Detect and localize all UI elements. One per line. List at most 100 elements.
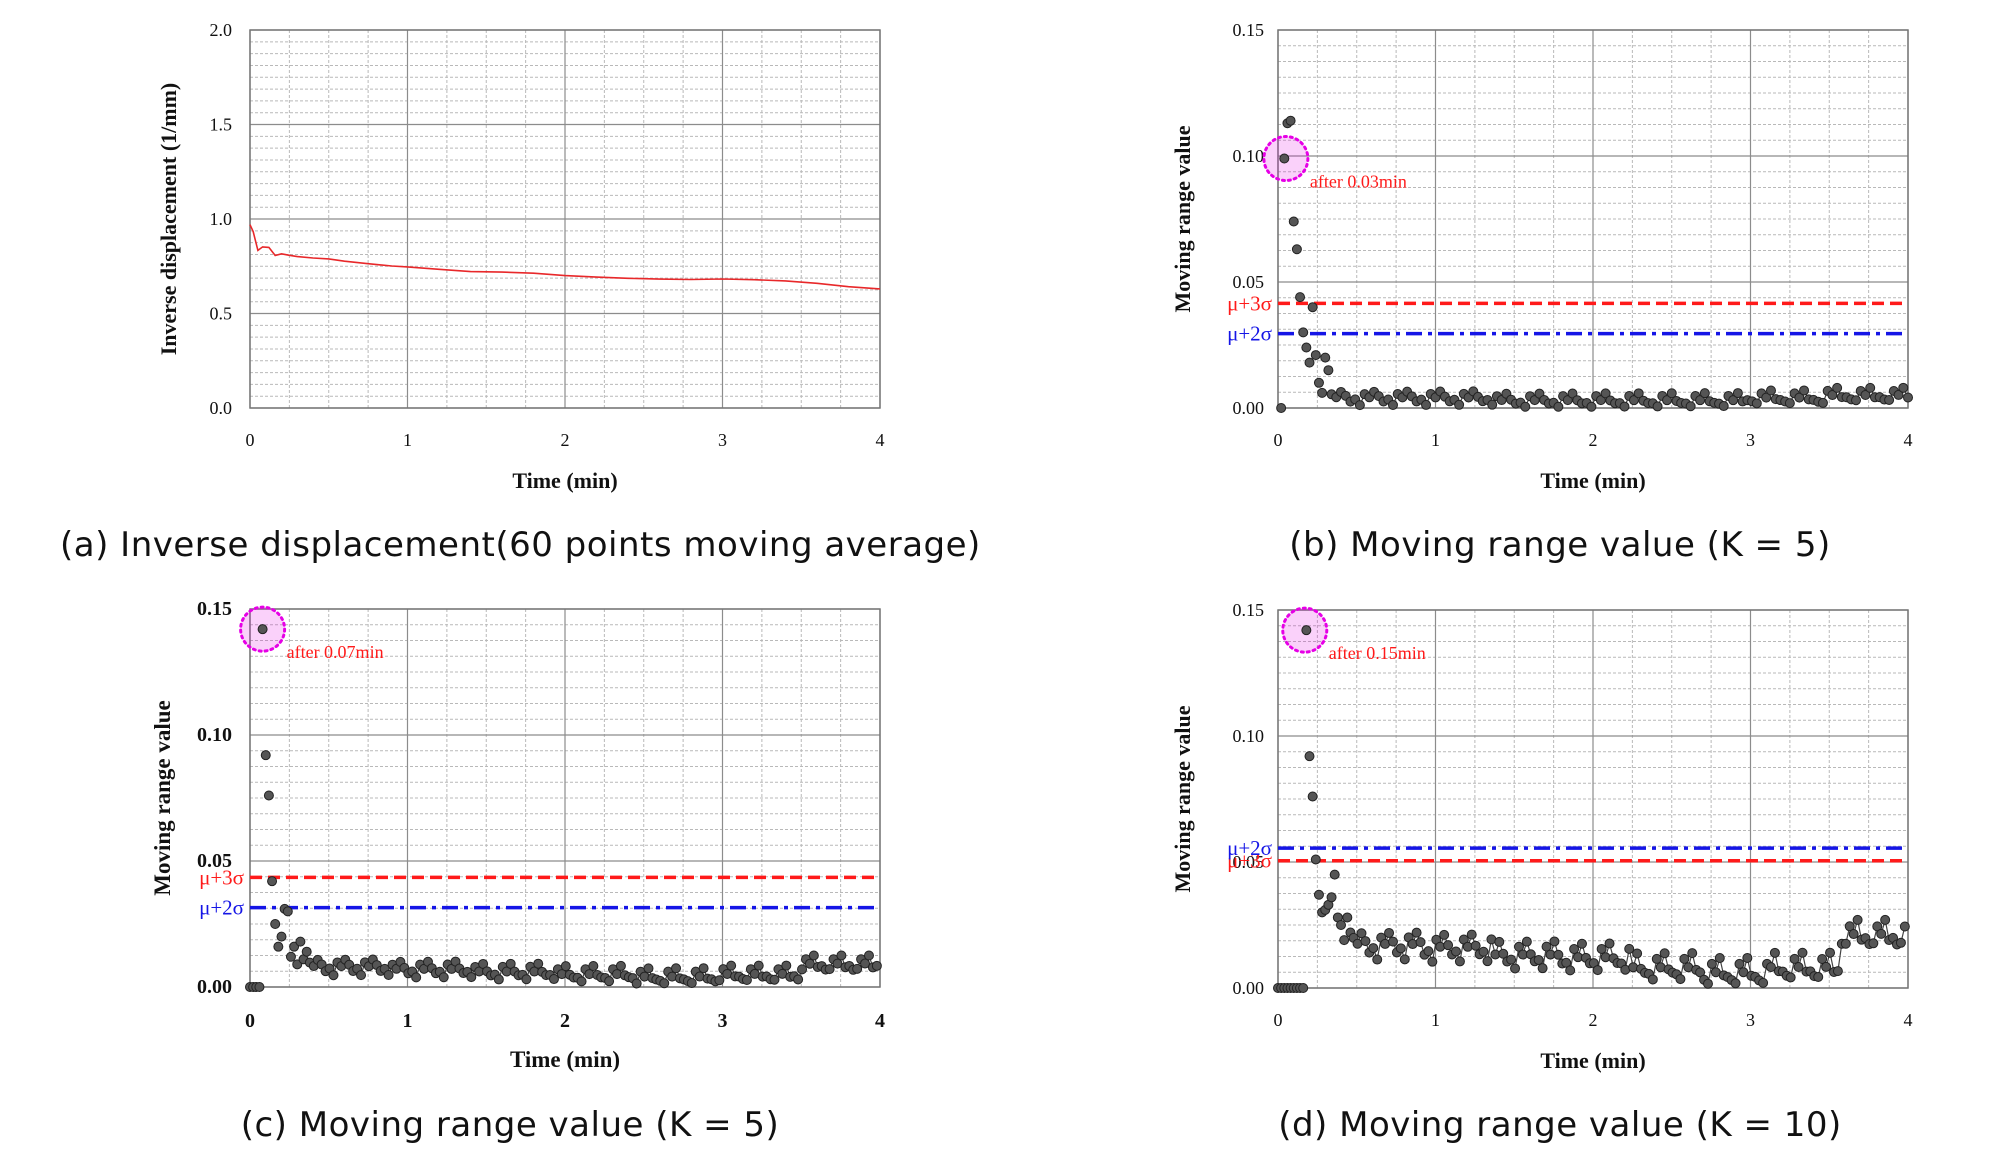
caption-b: (b) Moving range value (K = 5) <box>1289 525 1831 565</box>
data-point <box>671 963 682 974</box>
y-tick-label: 0.5 <box>210 304 233 324</box>
x-tick-label: 0 <box>1274 430 1283 450</box>
data-point <box>273 941 284 952</box>
data-point <box>1758 977 1769 988</box>
data-point <box>1323 365 1334 376</box>
caption-d: (d) Moving range value (K = 10) <box>1278 1105 1842 1145</box>
data-point <box>1821 961 1832 972</box>
data-point <box>1549 936 1560 947</box>
data-point <box>1454 399 1465 410</box>
chart-panel-c: 0.00 0.05 0.10 0.15 0 1 2 3 4 Time (min) Moving ra… <box>0 580 1004 1110</box>
y-tick-label: 0.00 <box>197 976 232 998</box>
data-point <box>698 963 709 974</box>
data-point <box>533 958 544 969</box>
data-point <box>1765 962 1776 973</box>
data-point <box>1466 929 1477 940</box>
data-point <box>631 978 642 989</box>
data-point <box>1513 941 1524 952</box>
data-point <box>1301 342 1312 353</box>
data-point <box>1336 920 1346 930</box>
data-point <box>257 624 268 635</box>
data-point <box>1565 965 1576 976</box>
chart-c-svg: 0.00 0.05 0.10 0.15 0 1 2 3 4 Time (min) Moving ra… <box>150 598 885 1072</box>
data-point <box>521 974 532 985</box>
data-point <box>1326 892 1337 903</box>
data-point <box>1730 978 1741 989</box>
data-point <box>1706 958 1717 969</box>
data-point <box>1685 401 1696 412</box>
ucl-3sigma-label: μ+3σ <box>1227 849 1272 873</box>
data-point <box>863 950 874 961</box>
data-point <box>1813 971 1824 982</box>
data-point <box>1454 956 1465 967</box>
data-point <box>1520 401 1531 412</box>
data-point <box>1561 957 1572 968</box>
plot-area-border <box>249 29 881 409</box>
data-point <box>1356 928 1367 939</box>
data-point <box>505 958 516 969</box>
data-point <box>1372 954 1383 965</box>
data-point <box>1592 965 1603 976</box>
data-point <box>1817 397 1828 408</box>
data-point <box>1793 962 1804 973</box>
data-point <box>1633 388 1644 399</box>
data-point <box>1827 390 1838 401</box>
data-point <box>1784 398 1795 409</box>
data-point <box>1439 929 1450 940</box>
data-point <box>793 974 804 985</box>
data-point <box>1478 946 1489 957</box>
series-line <box>249 224 881 290</box>
data-point <box>548 974 559 985</box>
data-point <box>797 964 808 975</box>
data-point <box>836 950 847 961</box>
data-point <box>438 972 449 983</box>
data-point <box>1734 958 1745 969</box>
data-point <box>1510 963 1521 974</box>
data-point <box>714 975 725 986</box>
data-point <box>1619 401 1630 412</box>
data-point <box>1310 350 1321 361</box>
data-point <box>1427 956 1438 967</box>
data-point <box>1765 385 1776 396</box>
data-point <box>1695 395 1706 406</box>
data-point <box>1789 953 1800 964</box>
data-point <box>1799 385 1810 396</box>
ucl-2sigma-label: μ+2σ <box>1227 322 1272 346</box>
x-tick-label: 3 <box>718 1010 728 1032</box>
data-point <box>686 978 697 989</box>
x-tick-label: 3 <box>718 430 727 450</box>
data-point <box>753 960 764 971</box>
x-tick-label: 4 <box>1904 1010 1913 1030</box>
plot-area-border <box>1277 609 1909 989</box>
data-point <box>1387 400 1398 411</box>
data-point <box>824 964 835 975</box>
y-axis-label: Moving range value <box>150 700 175 896</box>
data-point <box>1652 401 1663 412</box>
ucl-3sigma-label: μ+3σ <box>1227 291 1272 315</box>
y-tick-label: 0.10 <box>1233 146 1265 166</box>
data-point <box>1307 302 1318 313</box>
data-point <box>328 970 339 981</box>
data-point <box>1825 947 1836 958</box>
y-tick-label: 1.0 <box>210 209 233 229</box>
y-tick-label: 0.05 <box>1233 852 1265 872</box>
data-point <box>1675 974 1686 985</box>
x-tick-label: 0 <box>245 1010 255 1032</box>
data-point <box>466 972 477 983</box>
x-axis-label: Time (min) <box>1540 468 1645 493</box>
data-point <box>1884 394 1895 405</box>
chart-panel-d: 0.00 0.05 0.10 0.15 0 1 2 3 4 Time (min) Moving ra… <box>1004 580 2008 1110</box>
data-point <box>1304 751 1315 762</box>
data-point <box>267 876 278 887</box>
data-point <box>493 974 504 985</box>
data-point <box>1687 948 1698 959</box>
data-point <box>263 790 274 801</box>
data-point <box>1647 974 1658 985</box>
y-tick-label: 0.10 <box>1233 726 1265 746</box>
data-point <box>1632 948 1643 959</box>
data-point <box>560 961 571 972</box>
data-point <box>1899 921 1910 932</box>
data-point <box>615 960 626 971</box>
data-point <box>411 972 422 983</box>
y-tick-label: 1.5 <box>210 115 233 135</box>
